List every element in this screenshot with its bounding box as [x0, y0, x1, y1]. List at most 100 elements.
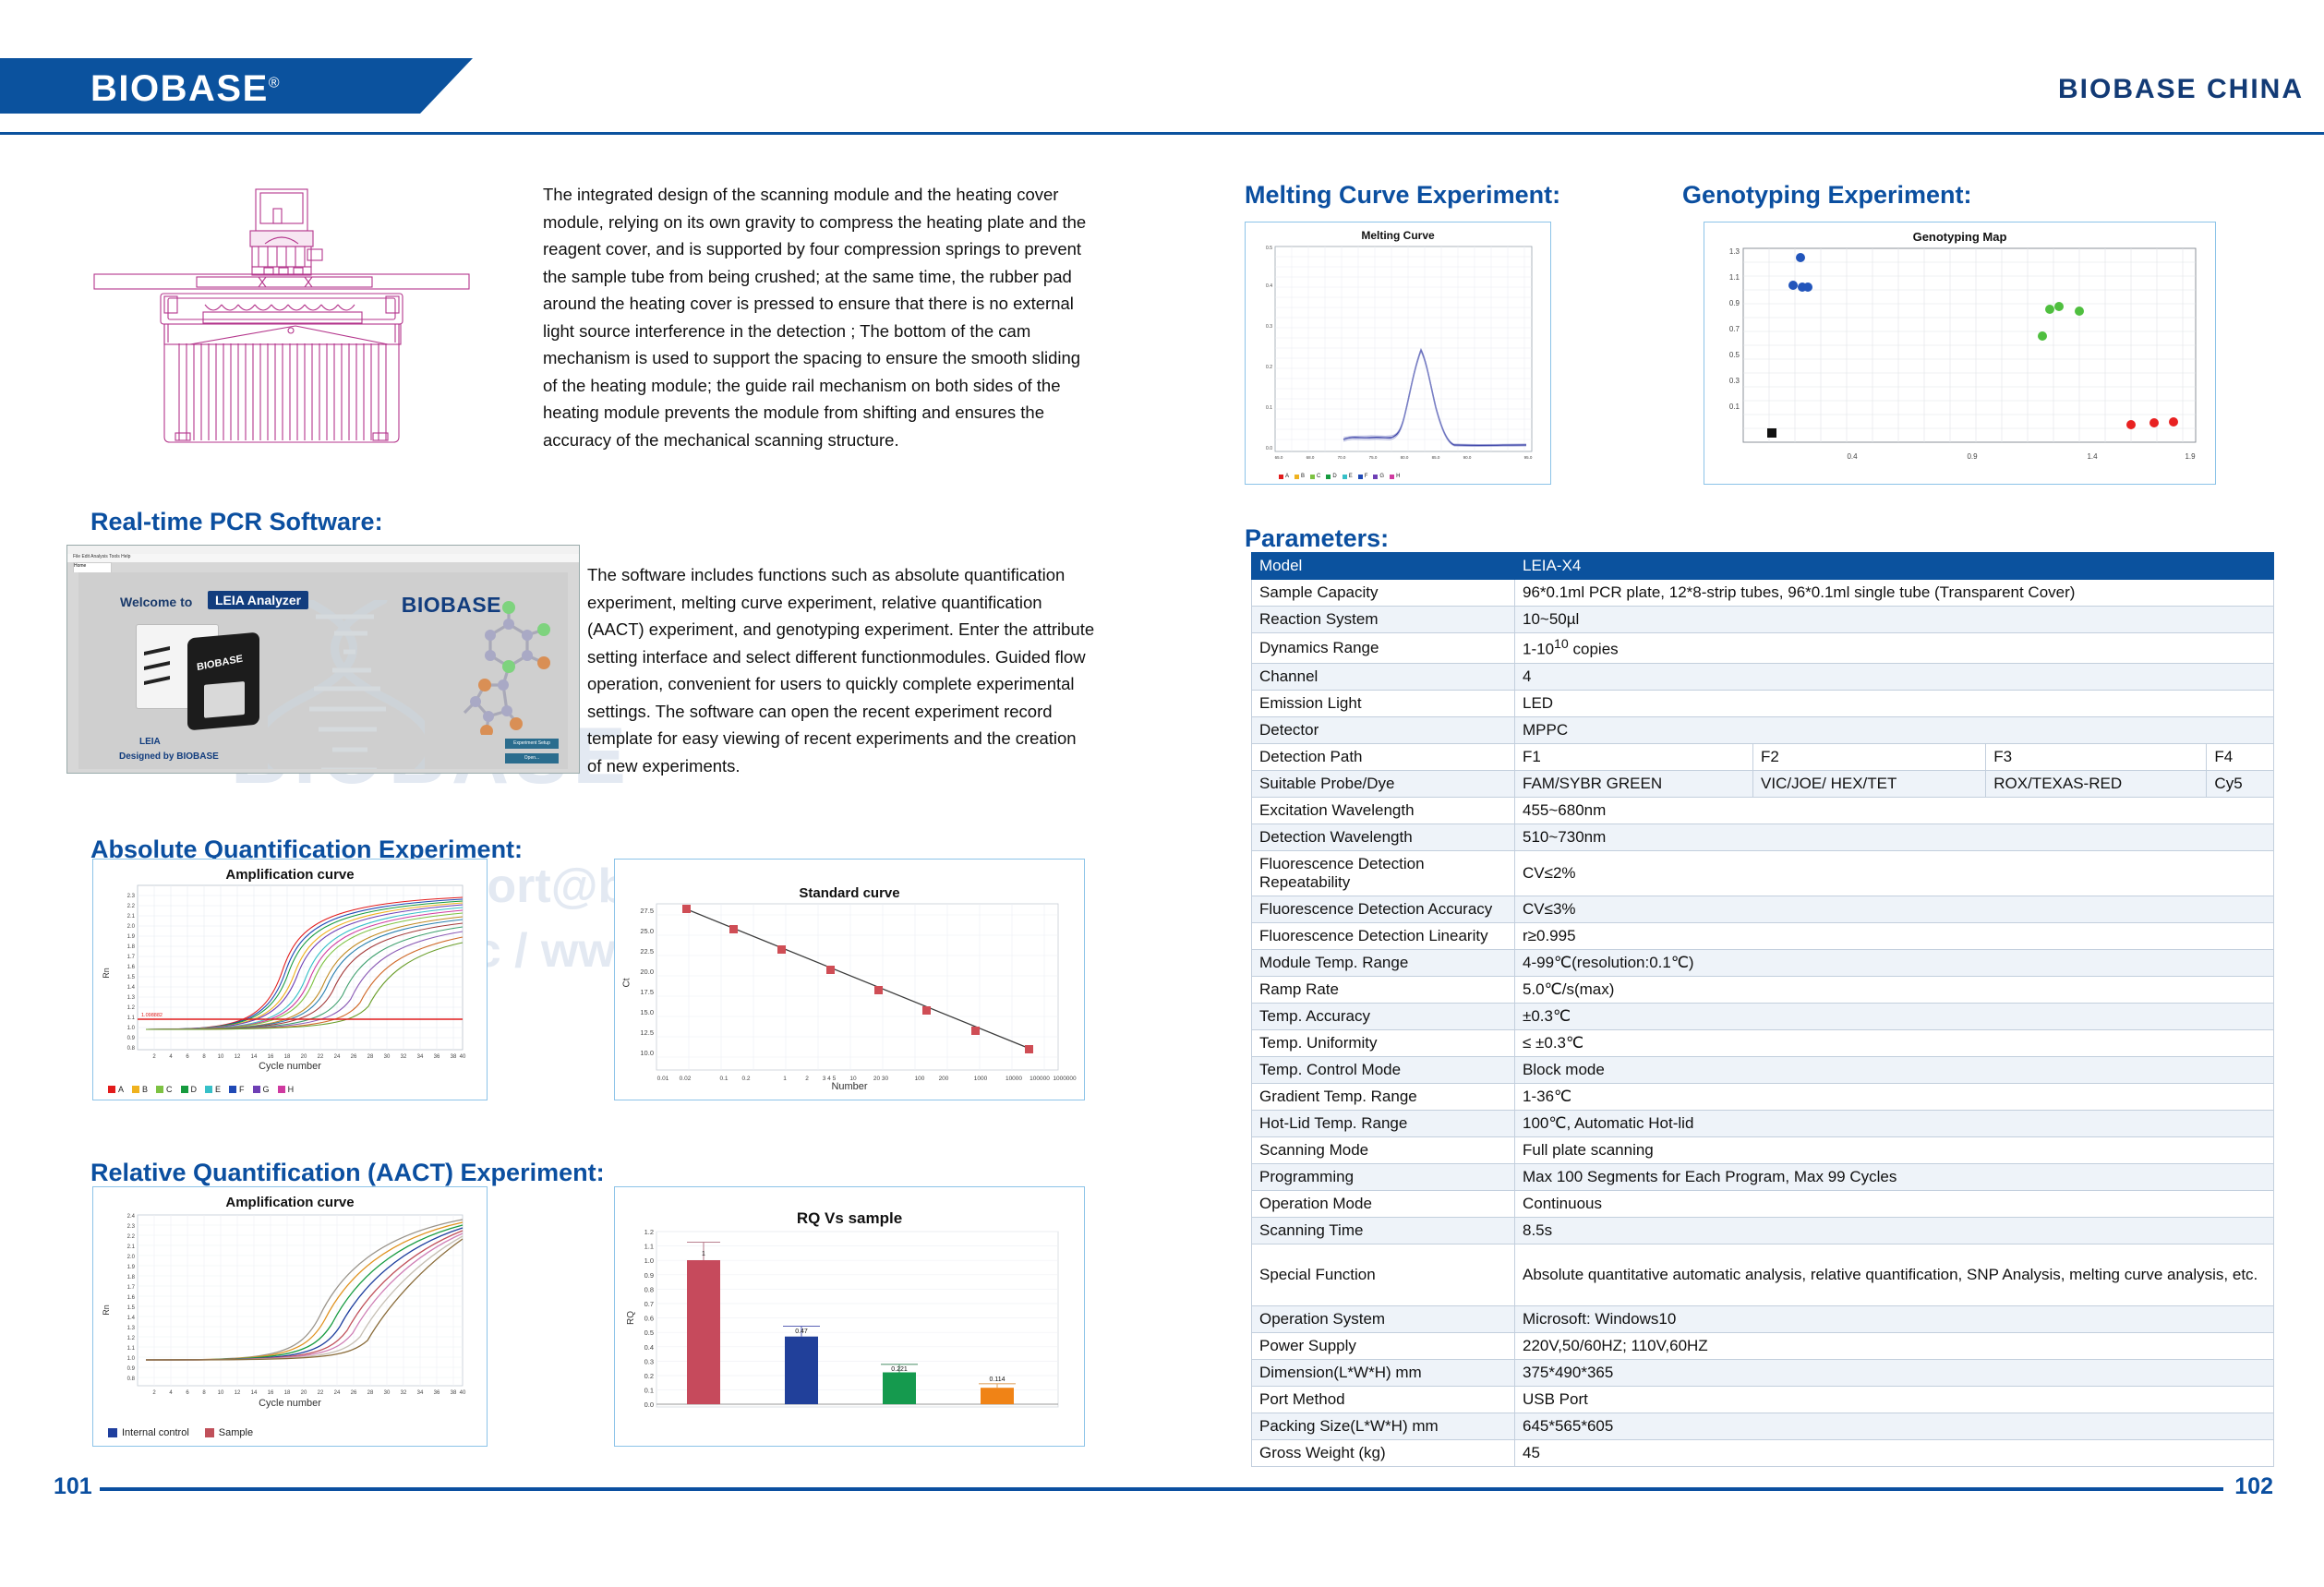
- table-cell-key: Packing Size(L*W*H) mm: [1251, 1412, 1515, 1440]
- svg-text:1.7: 1.7: [127, 1285, 136, 1291]
- table-row: Ramp Rate 5.0℃/s(max): [1251, 975, 2274, 1004]
- screenshot-brand-logo: BIOBASE: [401, 593, 501, 617]
- table-row: Temp. Accuracy ±0.3℃: [1251, 1002, 2274, 1030]
- x-axis-label: Cycle number: [259, 1398, 321, 1409]
- svg-text:1.2: 1.2: [127, 1005, 136, 1011]
- chart-title: RQ Vs sample: [796, 1209, 903, 1227]
- table-cell-key: Gradient Temp. Range: [1251, 1082, 1515, 1111]
- svg-text:2.3: 2.3: [127, 894, 136, 899]
- logo-text: BIOBASE: [90, 68, 269, 109]
- svg-text:14: 14: [251, 1054, 258, 1060]
- svg-text:12: 12: [235, 1390, 241, 1396]
- table-row: Operation System Microsoft: Windows10: [1251, 1304, 2274, 1333]
- svg-text:10: 10: [849, 1076, 857, 1082]
- table-cell-key: Scanning Mode: [1251, 1136, 1515, 1164]
- svg-text:32: 32: [401, 1054, 407, 1060]
- table-cell-value: F3: [1985, 742, 2208, 771]
- heading-realtime-pcr-software: Real-time PCR Software:: [90, 508, 383, 535]
- svg-text:24: 24: [334, 1054, 341, 1060]
- svg-text:0.3: 0.3: [1266, 324, 1272, 330]
- table-row: Gross Weight (kg) 45: [1251, 1438, 2274, 1467]
- table-cell-key: Ramp Rate: [1251, 975, 1515, 1004]
- svg-text:0.8: 0.8: [127, 1377, 136, 1382]
- legend-swatch-f: [1357, 474, 1363, 479]
- svg-text:18: 18: [284, 1390, 291, 1396]
- svg-text:90.0: 90.0: [1463, 455, 1472, 460]
- svg-text:1.0: 1.0: [127, 1356, 136, 1362]
- chart-legend: Internal control Sample: [108, 1427, 253, 1438]
- table-row: Port Method USB Port: [1251, 1385, 2274, 1413]
- svg-text:2.1: 2.1: [127, 1244, 136, 1250]
- svg-text:22: 22: [318, 1390, 324, 1396]
- svg-text:1.1: 1.1: [127, 1016, 136, 1021]
- svg-text:1.2: 1.2: [127, 1336, 136, 1341]
- svg-text:0.9: 0.9: [1729, 299, 1740, 307]
- table-cell-value: 5.0℃/s(max): [1514, 975, 2274, 1004]
- svg-text:2.2: 2.2: [127, 1234, 136, 1240]
- svg-text:15.0: 15.0: [640, 1008, 654, 1016]
- svg-text:1.1: 1.1: [1729, 273, 1740, 282]
- molecule-graphic: [463, 601, 550, 735]
- svg-text:0.9: 0.9: [1967, 452, 1978, 461]
- svg-text:27.5: 27.5: [640, 907, 654, 915]
- legend-label-a: A: [1285, 474, 1290, 479]
- svg-text:0.2: 0.2: [644, 1372, 654, 1380]
- svg-text:0.7: 0.7: [644, 1300, 654, 1308]
- table-cell-value: 4-99℃(resolution:0.1℃): [1514, 948, 2274, 977]
- table-cell-value: 1-36℃: [1514, 1082, 2274, 1111]
- svg-text:20: 20: [301, 1390, 307, 1396]
- page-number-left: 101: [54, 1473, 92, 1499]
- legend-swatch-b: [132, 1086, 140, 1093]
- table-cell-key: Excitation Wavelength: [1251, 796, 1515, 824]
- svg-text:1.7: 1.7: [127, 955, 136, 960]
- svg-text:1.4: 1.4: [127, 1316, 136, 1321]
- legend-label-g: G: [262, 1085, 270, 1094]
- legend-swatch-f: [229, 1086, 237, 1093]
- legend-swatch-b: [1294, 474, 1300, 479]
- table-cell-value: F1: [1513, 742, 1754, 771]
- svg-text:2: 2: [152, 1054, 156, 1060]
- table-row: Temp. Control Mode Block mode: [1251, 1055, 2274, 1084]
- table-cell-value: F4: [2206, 742, 2274, 771]
- table-row: Suitable Probe/Dye FAM/SYBR GREEN VIC/JOE/…: [1251, 769, 2274, 798]
- svg-text:0.114: 0.114: [990, 1377, 1005, 1383]
- svg-text:0.1: 0.1: [1266, 405, 1272, 411]
- svg-text:0.02: 0.02: [680, 1076, 692, 1082]
- svg-text:0.3: 0.3: [1729, 377, 1740, 385]
- table-cell-value: 96*0.1ml PCR plate, 12*8-strip tubes, 96…: [1514, 579, 2274, 607]
- screenshot-open-button[interactable]: Open...: [505, 753, 559, 763]
- table-cell-value: LED: [1514, 689, 2274, 717]
- heading-relative-quantification: Relative Quantification (AACT) Experimen…: [90, 1159, 605, 1186]
- table-cell-value: Max 100 Segments for Each Program, Max 9…: [1514, 1162, 2274, 1191]
- svg-text:95.0: 95.0: [1524, 455, 1533, 460]
- screenshot-welcome-text: Welcome to: [120, 595, 193, 609]
- table-row: Scanning Time 8.5s: [1251, 1216, 2274, 1244]
- svg-text:0.221: 0.221: [891, 1366, 908, 1373]
- table-row: Emission Light LED: [1251, 689, 2274, 717]
- table-row: Detection Path F1 F2 F3 F4: [1251, 742, 2274, 771]
- table-cell-key: Reaction System: [1251, 606, 1515, 633]
- table-cell-value: FAM/SYBR GREEN: [1513, 769, 1754, 798]
- table-cell-key: Programming: [1251, 1162, 1515, 1191]
- svg-text:1.3: 1.3: [127, 1326, 136, 1331]
- table-header-value: LEIA-X4: [1514, 552, 2274, 580]
- table-cell-key: Operation System: [1251, 1304, 1515, 1333]
- legend-label-g: G: [1379, 474, 1385, 479]
- table-cell-value: 4: [1514, 662, 2274, 691]
- chart-rq-vs-sample: RQ Vs sample RQ 1.2 1.1 1.0 0.9 0.8 0.7 0.6 0…: [614, 1186, 1085, 1447]
- screenshot-designed-by: Designed by BIOBASE: [119, 751, 219, 762]
- table-row: Scanning Mode Full plate scanning: [1251, 1136, 2274, 1164]
- svg-text:2.0: 2.0: [127, 1255, 136, 1260]
- svg-text:0.4: 0.4: [1847, 452, 1858, 461]
- table-cell-value: USB Port: [1514, 1385, 2274, 1413]
- svg-text:24: 24: [334, 1390, 341, 1396]
- chart-amplification-aact: Amplification curve Rn Cycle number 2.4 2…: [92, 1186, 488, 1447]
- table-cell-value: 220V,50/60HZ; 110V,60HZ: [1514, 1331, 2274, 1360]
- screenshot-experiment-setup-button[interactable]: Experiment Setup: [505, 739, 559, 749]
- screenshot-canvas: Welcome to LEIA Analyzer BIOBASE BIOBASE: [78, 572, 568, 769]
- svg-text:0.5: 0.5: [1729, 351, 1740, 359]
- page-number-right: 102: [2234, 1473, 2273, 1499]
- svg-text:68.0: 68.0: [1306, 455, 1315, 460]
- svg-text:36: 36: [434, 1054, 440, 1060]
- svg-text:22.5: 22.5: [640, 947, 654, 956]
